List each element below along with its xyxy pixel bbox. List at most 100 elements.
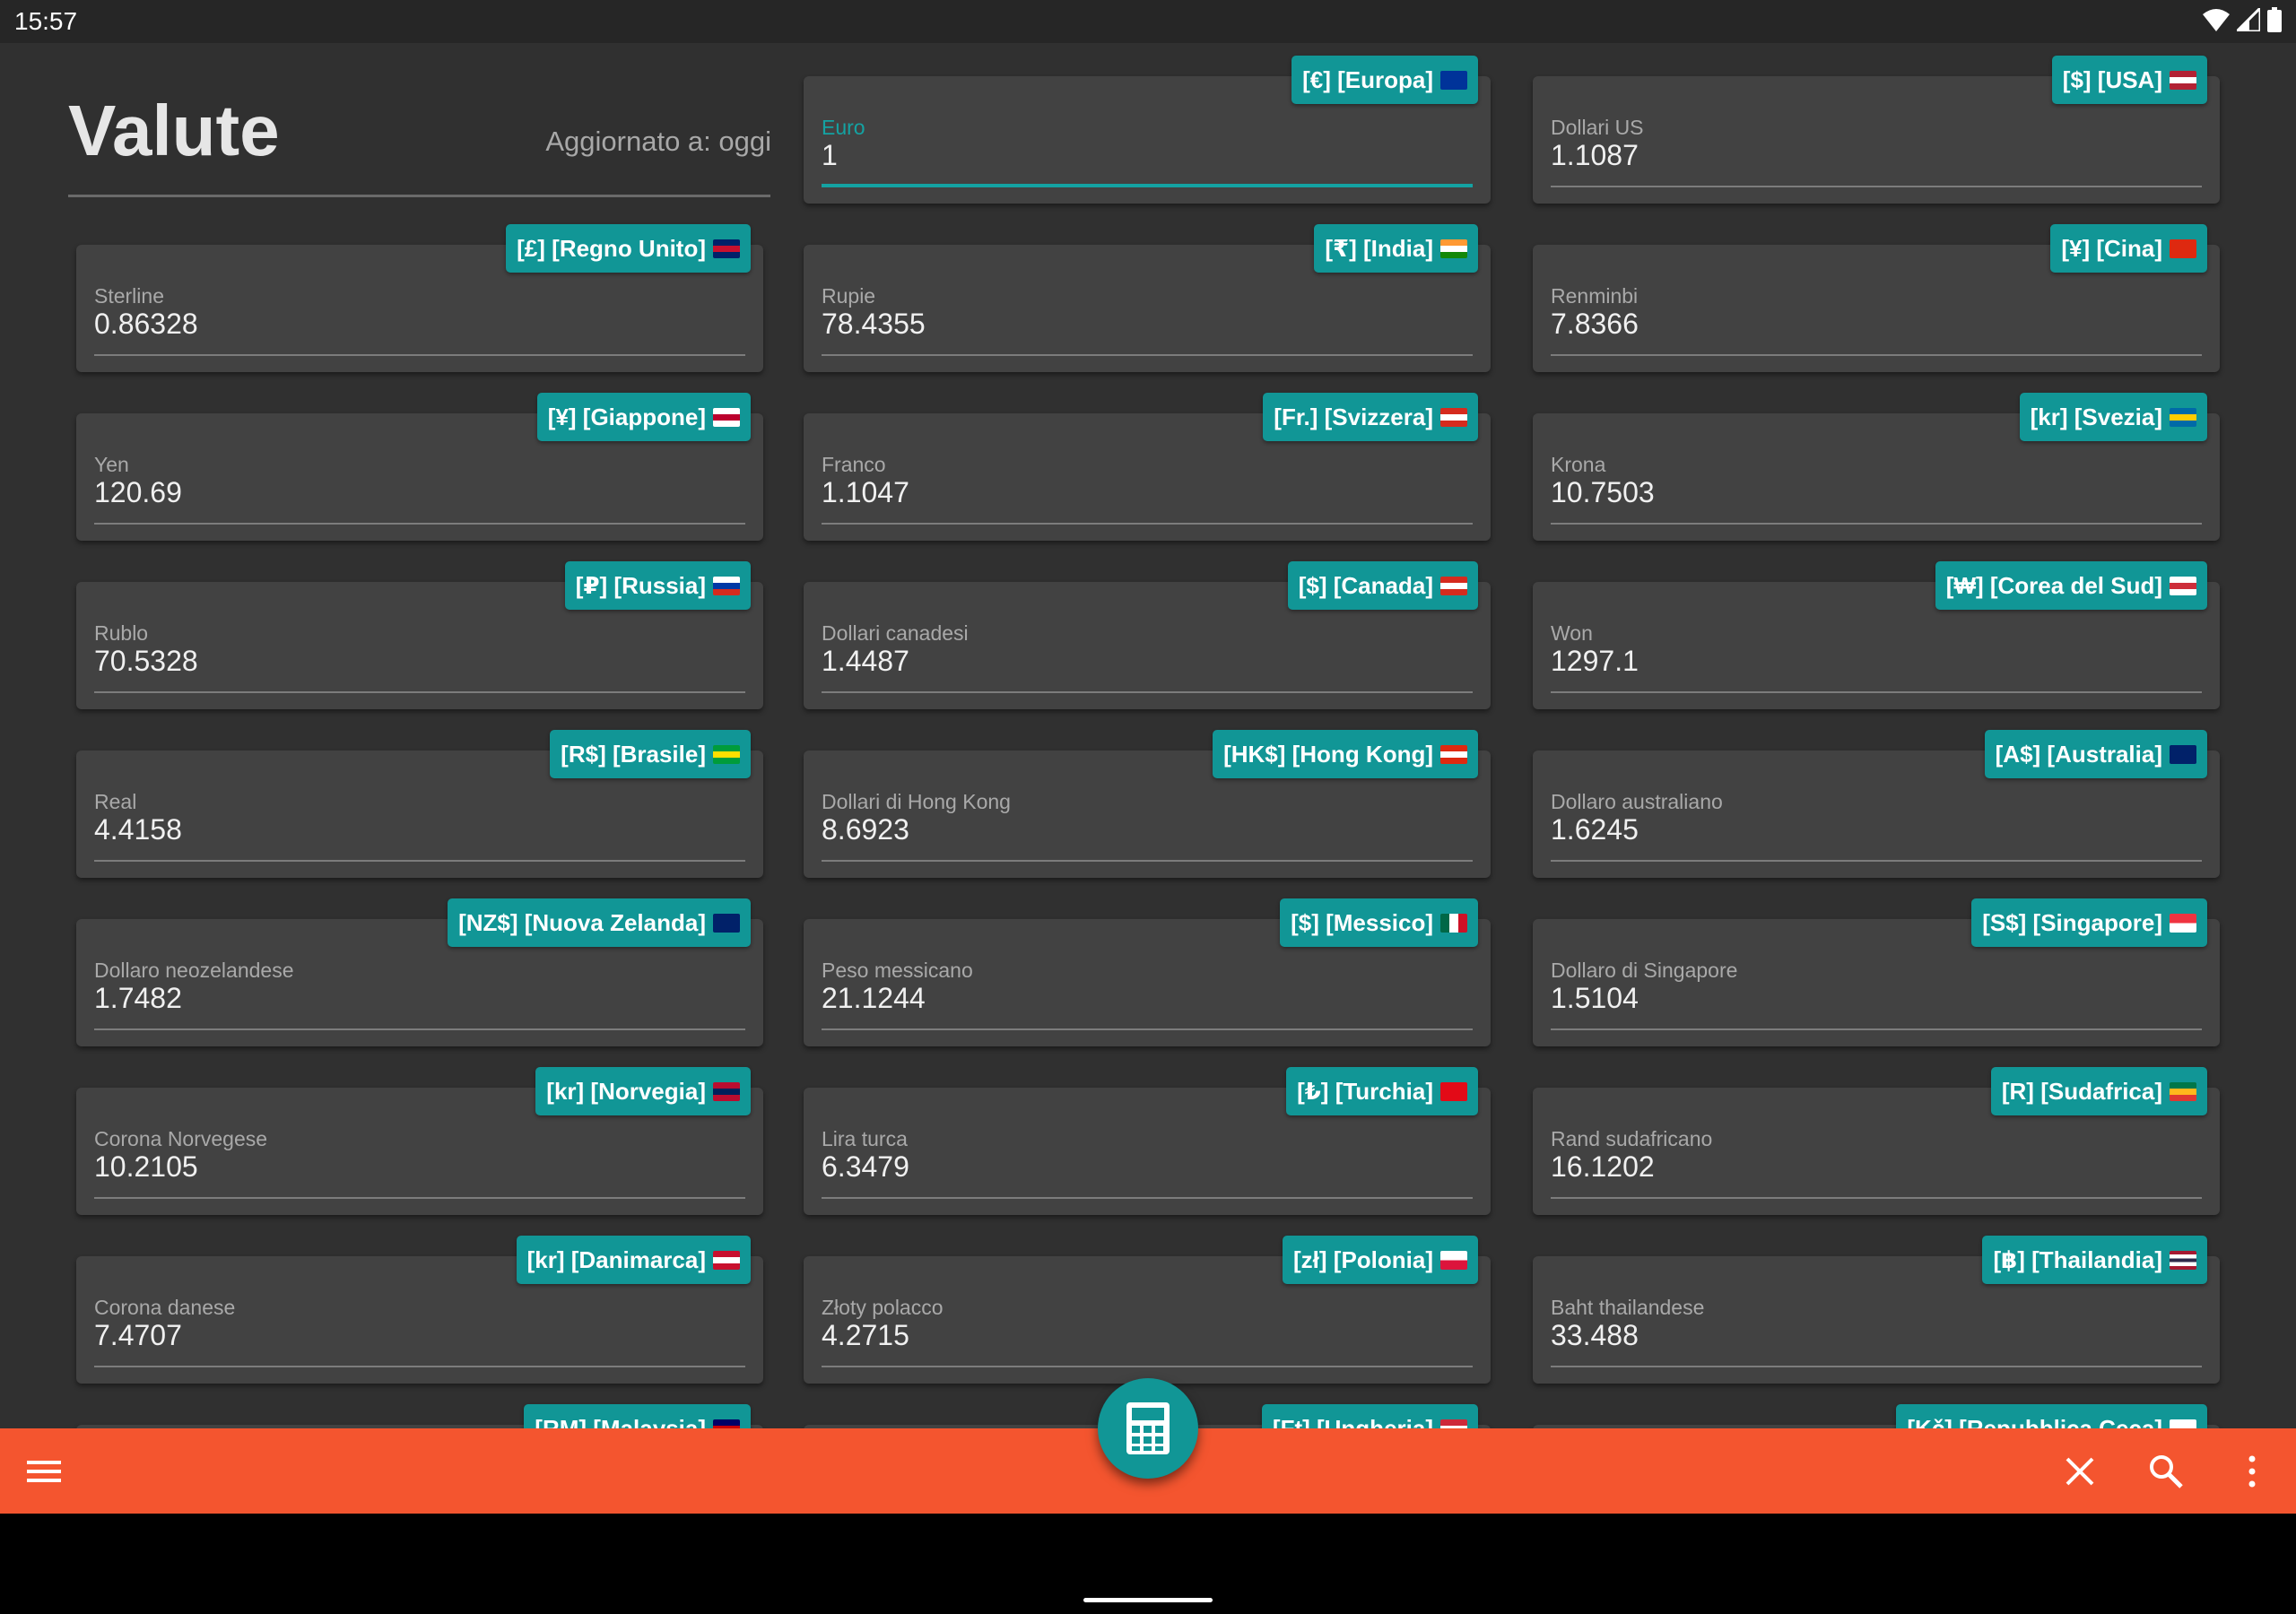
currency-value-input[interactable]: 6.3479 [822,1150,909,1183]
currency-value-input[interactable]: 78.4355 [822,308,926,340]
flag-icon [2170,913,2196,933]
badge-text: [₽] [Russia] [575,571,706,599]
flag-icon [1440,744,1467,764]
currency-value-input[interactable]: 7.8366 [1551,308,1639,340]
input-underline [1551,691,2202,693]
currency-name: Dollaro neozelandese [94,959,294,982]
currency-name: Renminbi [1551,284,1639,308]
input-underline [822,1197,1473,1199]
calculator-icon [1126,1402,1170,1454]
input-underline [822,184,1473,187]
currency-badge: [$] [USA] [2051,56,2207,104]
input-underline [94,1366,745,1367]
badge-text: [kr] [Svezia] [2030,403,2162,430]
currency-badge: [$] [Messico] [1280,898,1478,947]
currency-value-input[interactable]: 0.86328 [94,308,198,340]
wifi-icon [2203,9,2230,31]
badge-text: [₩] [Corea del Sud] [1945,571,2162,599]
currency-name: Złoty polacco [822,1296,944,1319]
currency-value-input[interactable]: 4.4158 [94,813,182,846]
flag-icon [2170,744,2196,764]
header-divider [68,195,770,197]
badge-text: [¥] [Cina] [2061,234,2162,262]
input-underline [1551,186,2202,187]
input-underline [1551,1028,2202,1030]
input-underline [822,860,1473,862]
currency-value-input[interactable]: 7.4707 [94,1319,182,1351]
flag-icon [2170,407,2196,427]
flag-icon [1440,1081,1467,1101]
badge-text: [₹] [India] [1325,234,1433,262]
input-underline [1551,1197,2202,1199]
badge-text: [R] [Sudafrica] [2001,1077,2162,1105]
flag-icon [1440,239,1467,258]
currency-name: Euro [822,116,865,139]
badge-text: [kr] [Norvegia] [546,1077,706,1105]
currency-value-input[interactable]: 10.2105 [94,1150,198,1183]
currency-name: Dollari di Hong Kong [822,790,1011,813]
currency-value-input[interactable]: 1297.1 [1551,645,1639,677]
input-underline [822,691,1473,693]
currency-badge: [฿] [Thailandia] [1982,1236,2207,1284]
badge-text: [¥] [Giappone] [547,403,706,430]
currency-card[interactable]: Rand sudafricano 16.1202 [1533,1088,2220,1215]
updated-label: Aggiornato a: oggi [545,126,771,157]
currency-badge: [NZ$] [Nuova Zelanda] [448,898,751,947]
close-icon[interactable] [2061,1453,2099,1490]
input-underline [1551,860,2202,862]
flag-icon [1440,913,1467,933]
currency-value-input[interactable]: 1.1087 [1551,139,1639,171]
input-underline [822,1366,1473,1367]
menu-icon[interactable] [25,1453,63,1490]
currency-badge: [kr] [Danimarca] [516,1236,751,1284]
currency-badge: [₩] [Corea del Sud] [1935,561,2207,610]
badge-text: [£] [Regno Unito] [517,234,706,262]
input-underline [1551,1366,2202,1367]
currency-value-input[interactable]: 33.488 [1551,1319,1639,1351]
currency-badge: [₺] [Turchia] [1286,1067,1478,1115]
input-underline [94,523,745,525]
currency-badge: [kr] [Norvegia] [535,1067,751,1115]
currency-value-input[interactable]: 1.6245 [1551,813,1639,846]
input-underline [94,1028,745,1030]
badge-text: [฿] [Thailandia] [1993,1245,2162,1273]
flag-icon [1440,407,1467,427]
more-vert-icon[interactable] [2233,1453,2271,1490]
currency-name: Peso messicano [822,959,973,982]
currency-card[interactable]: Dollaro neozelandese 1.7482 [76,919,763,1046]
flag-icon [713,913,740,933]
currency-value-input[interactable]: 4.2715 [822,1319,909,1351]
currency-value-input[interactable]: 1 [822,139,838,171]
search-icon[interactable] [2147,1453,2185,1490]
input-underline [1551,523,2202,525]
calculator-button[interactable] [1098,1378,1198,1479]
system-nav-bar [0,1514,2296,1614]
badge-text: [₺] [Turchia] [1297,1077,1433,1105]
input-underline [822,354,1473,356]
home-handle[interactable] [1083,1598,1213,1602]
input-underline [822,1028,1473,1030]
currency-value-input[interactable]: 10.7503 [1551,476,1655,508]
currency-value-input[interactable]: 8.6923 [822,813,909,846]
currency-value-input[interactable]: 21.1244 [822,982,926,1014]
currency-name: Baht thailandese [1551,1296,1705,1319]
currency-badge: [R] [Sudafrica] [1990,1067,2207,1115]
currency-name: Corona danese [94,1296,236,1319]
currency-name: Rublo [94,621,149,645]
currency-value-input[interactable]: 1.5104 [1551,982,1639,1014]
flag-icon [2170,239,2196,258]
currency-value-input[interactable]: 1.1047 [822,476,909,508]
flag-icon [713,1081,740,1101]
currency-value-input[interactable]: 120.69 [94,476,182,508]
badge-text: [HK$] [Hong Kong] [1223,740,1433,768]
currency-card[interactable]: Corona danese 7.4707 [76,1256,763,1384]
input-underline [94,860,745,862]
currency-value-input[interactable]: 1.4487 [822,645,909,677]
badge-text: [NZ$] [Nuova Zelanda] [458,908,706,936]
badge-text: [kr] [Danimarca] [526,1245,706,1273]
currency-value-input[interactable]: 1.7482 [94,982,182,1014]
currency-name: Rupie [822,284,876,308]
flag-icon [713,744,740,764]
currency-value-input[interactable]: 16.1202 [1551,1150,1655,1183]
currency-value-input[interactable]: 70.5328 [94,645,198,677]
